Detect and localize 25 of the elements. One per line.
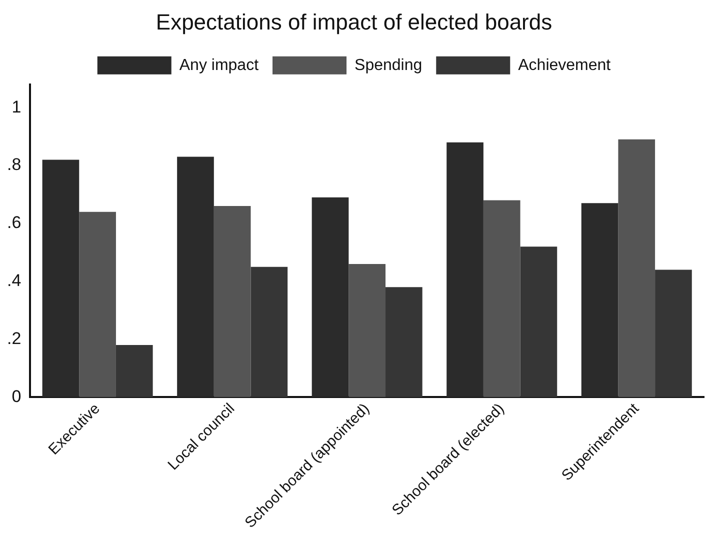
bar [42,160,80,398]
legend-label: Spending [354,56,422,74]
y-tick-label: .8 [6,155,22,174]
bar [520,246,558,398]
bar [446,142,484,398]
bar [312,197,349,398]
y-tick-label: 1 [12,97,22,116]
chart-title: Expectations of impact of elected boards [156,9,552,34]
bar [116,345,153,398]
y-tick-label: 0 [12,386,22,406]
legend-label: Achievement [518,56,612,74]
bar [177,156,214,398]
legend-label: Any impact [179,56,260,74]
bar [386,287,422,398]
bar [214,206,251,398]
y-tick-label: .6 [6,213,22,232]
bar [348,264,386,398]
bar [250,266,288,398]
bar [618,139,656,398]
y-tick-label: .4 [6,271,22,290]
y-tick-label: .2 [6,328,22,348]
bar [655,270,692,398]
bar [581,203,618,398]
bar [79,212,116,398]
bar [483,200,520,398]
